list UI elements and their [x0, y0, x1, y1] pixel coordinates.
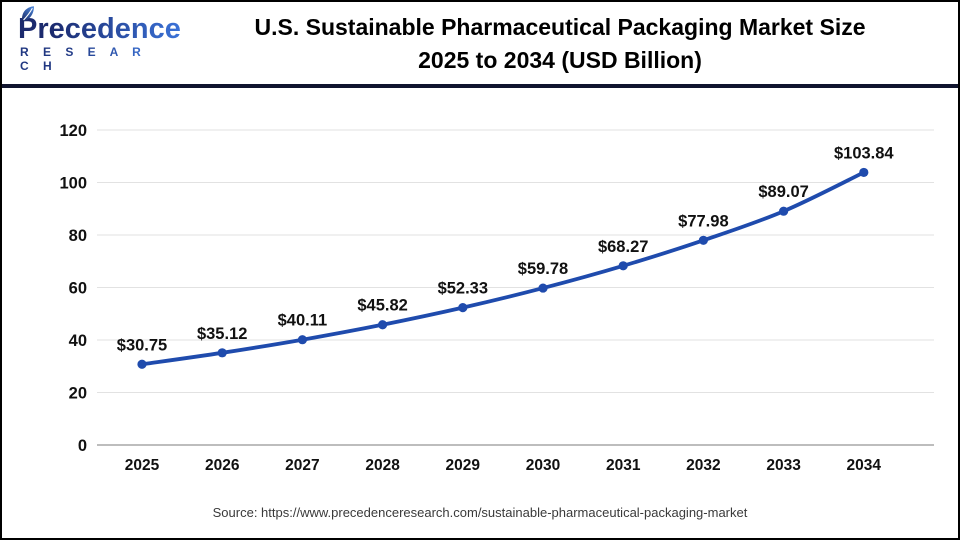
data-point-label: $40.11: [278, 312, 328, 330]
data-point-marker: [698, 235, 709, 245]
x-tick-label: 2032: [686, 457, 720, 474]
y-tick-label: 0: [78, 437, 87, 455]
data-point-marker: [779, 206, 789, 216]
series-line: [140, 170, 866, 367]
x-tick-label: 2033: [766, 457, 801, 474]
data-point-marker: [378, 320, 388, 330]
x-tick-label: 2025: [125, 457, 160, 474]
header-divider: [2, 84, 958, 88]
footer: Source: https://www.precedenceresearch.c…: [2, 490, 958, 538]
data-point-marker: [538, 283, 548, 293]
data-point-label: $59.78: [518, 260, 568, 278]
data-point-label: $77.98: [678, 212, 728, 230]
data-point-marker: [137, 359, 147, 369]
data-point-label: $30.75: [117, 336, 167, 354]
data-point-label: $52.33: [438, 280, 488, 298]
data-point-label: $103.84: [834, 144, 894, 162]
data-point-label: $35.12: [197, 325, 247, 343]
data-point-label: $45.82: [357, 297, 407, 315]
logo-subtitle: R E S E A R C H: [18, 45, 168, 73]
data-point-marker: [217, 348, 227, 358]
x-tick-label: 2027: [285, 457, 319, 474]
y-tick-label: 120: [59, 122, 87, 140]
x-tick-label: 2026: [205, 457, 240, 474]
data-point-marker: [458, 303, 468, 313]
x-tick-label: 2029: [446, 457, 481, 474]
y-tick-label: 40: [69, 332, 87, 350]
leaf-icon: [21, 6, 34, 23]
line-chart: 0 20 40 60 80 100 120 2025 2026 2027 2028 2029 2030 2…: [59, 122, 934, 474]
chart-title: U.S. Sustainable Pharmaceutical Packagin…: [174, 11, 946, 77]
data-point-marker: [859, 167, 869, 178]
source-attribution: Source: https://www.precedenceresearch.c…: [212, 505, 748, 520]
logo-wordmark: Precedence: [18, 13, 181, 45]
precedence-logo: Precedence R E S E A R C H: [18, 6, 181, 73]
y-tick-label: 80: [69, 227, 87, 245]
data-point-label: $89.07: [758, 183, 808, 201]
y-tick-label: 20: [69, 385, 87, 403]
data-point-marker: [618, 261, 628, 271]
header: Precedence R E S E A R C H U.S. Sustaina…: [2, 2, 958, 84]
chart-title-line1: U.S. Sustainable Pharmaceutical Packagin…: [254, 14, 866, 40]
chart-title-line2: 2025 to 2034 (USD Billion): [418, 47, 702, 73]
x-tick-label: 2034: [847, 457, 882, 474]
data-point-marker: [297, 335, 307, 345]
y-tick-label: 60: [69, 280, 87, 298]
x-tick-label: 2031: [606, 457, 641, 474]
data-point-label: $68.27: [598, 238, 648, 256]
x-tick-label: 2028: [365, 457, 400, 474]
y-tick-label: 100: [59, 175, 87, 193]
x-tick-label: 2030: [526, 457, 560, 474]
chart-area: 0 20 40 60 80 100 120 2025 2026 2027 2028 2029 2030 2…: [2, 88, 958, 490]
